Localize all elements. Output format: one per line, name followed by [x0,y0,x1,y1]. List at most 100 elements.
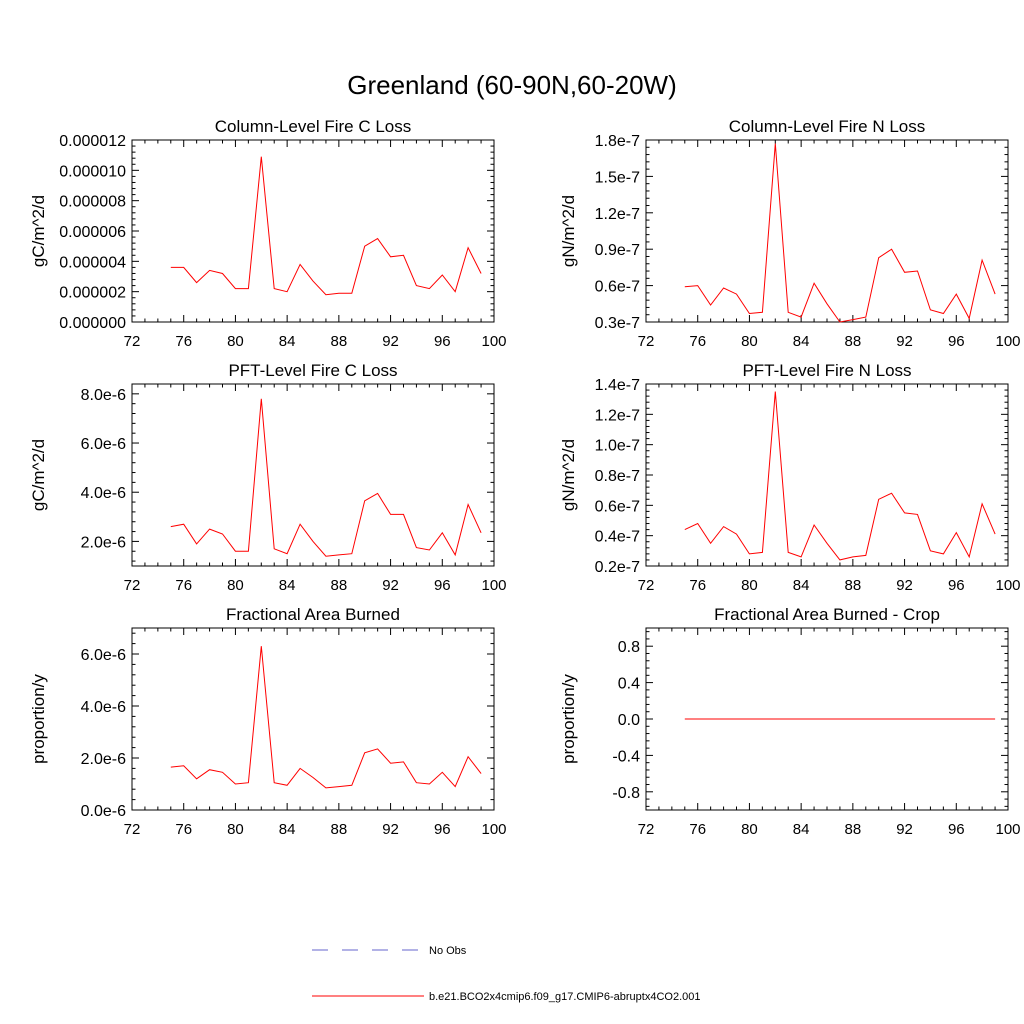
y-tick-label: 0.8e-7 [595,468,640,485]
x-tick-label: 100 [481,577,506,594]
y-tick-label: 1.2e-7 [595,407,640,424]
panel-title: Fractional Area Burned [226,605,400,624]
y-tick-label: -0.4 [612,748,640,765]
x-tick-label: 80 [227,333,244,350]
panel-column-fire-c-loss: Column-Level Fire C Loss 72 76 80 84 88 92 96 10… [29,117,507,350]
x-tick-label: 84 [793,577,810,594]
x-tick-label: 80 [227,577,244,594]
y-tick-label: 0.0e-6 [81,803,126,820]
plot-frame [131,383,495,567]
x-tick-label: 96 [948,821,965,838]
x-tick-label: 72 [124,821,141,838]
series-line [684,143,996,323]
x-tick-label: 72 [124,577,141,594]
x-tick-label: 88 [331,333,348,350]
panel-fractional-area-burned: Fractional Area Burned 72 76 80 84 88 92 96 100 0… [29,605,507,838]
panel-fractional-area-burned-crop: Fractional Area Burned - Crop 72 76 80 84 88 9… [559,605,1021,838]
y-tick-label: 0.000006 [59,224,126,241]
y-tick-label: 4.0e-6 [81,699,126,716]
y-tick-label: 2.0e-6 [81,751,126,768]
x-tick-label: 96 [434,333,451,350]
y-tick-label: 2.0e-6 [81,534,126,551]
y-tick-label: -0.8 [612,785,640,802]
plot-frame [645,383,1009,567]
y-tick-label: 0.000002 [59,285,126,302]
y-tick-label: 6.0e-6 [81,436,126,453]
y-tick-label: 0.2e-7 [595,559,640,576]
x-tick-label: 72 [638,821,655,838]
x-tick-label: 76 [689,577,706,594]
y-tick-label: 0.6e-7 [595,279,640,296]
panel-title: Fractional Area Burned - Crop [714,605,940,624]
x-tick-label: 100 [481,333,506,350]
legend: No Obs b.e21.BCO2x4cmip6.f09_g17.CMIP6-a… [312,945,701,1003]
y-axis-label: gC/m^2/d [29,439,48,511]
x-tick-label: 96 [948,577,965,594]
y-tick-label: 0.4e-7 [595,529,640,546]
series-line [170,398,482,557]
x-tick-label: 76 [175,577,192,594]
x-tick-label: 100 [995,333,1020,350]
legend-obs-label: No Obs [429,945,467,957]
x-tick-label: 80 [227,821,244,838]
x-tick-label: 92 [382,821,399,838]
x-tick-label: 80 [741,577,758,594]
x-tick-label: 88 [845,821,862,838]
y-tick-label: 0.000004 [59,254,126,271]
x-tick-label: 76 [175,821,192,838]
y-tick-label: 4.0e-6 [81,485,126,502]
x-tick-label: 84 [279,821,296,838]
y-tick-label: 0.9e-7 [595,242,640,259]
series-line [684,391,996,561]
panel-column-fire-n-loss: Column-Level Fire N Loss 72 76 80 84 88 92 96 10… [559,117,1021,350]
y-tick-label: 6.0e-6 [81,647,126,664]
x-tick-label: 72 [638,577,655,594]
x-tick-label: 88 [845,577,862,594]
y-tick-label: 0.3e-7 [595,315,640,332]
x-tick-label: 100 [481,821,506,838]
x-tick-label: 96 [948,333,965,350]
plot-frame [131,627,495,811]
y-tick-label: 1.0e-7 [595,438,640,455]
y-tick-label: 0.000012 [59,133,126,150]
y-tick-label: 1.5e-7 [595,169,640,186]
x-tick-label: 84 [279,333,296,350]
x-tick-label: 84 [793,333,810,350]
x-tick-label: 88 [331,821,348,838]
y-tick-label: 0.000000 [59,315,126,332]
y-tick-label: 1.2e-7 [595,206,640,223]
x-tick-label: 72 [124,333,141,350]
panel-title: PFT-Level Fire C Loss [228,361,397,380]
y-axis-label: gN/m^2/d [559,439,578,511]
plot-frame [645,139,1009,323]
x-tick-label: 100 [995,821,1020,838]
x-tick-label: 76 [689,333,706,350]
x-tick-label: 96 [434,577,451,594]
series-line [170,156,482,296]
y-tick-label: 1.4e-7 [595,377,640,394]
legend-model-label: b.e21.BCO2x4cmip6.f09_g17.CMIP6-abruptx4… [429,991,701,1003]
x-tick-label: 72 [638,333,655,350]
y-tick-label: 0.000010 [59,163,126,180]
y-tick-label: 0.000008 [59,194,126,211]
y-axis-label: proportion/y [559,674,578,764]
x-tick-label: 88 [845,333,862,350]
x-tick-label: 92 [896,821,913,838]
x-tick-label: 92 [896,333,913,350]
x-tick-label: 92 [382,577,399,594]
x-tick-label: 84 [793,821,810,838]
y-tick-label: 0.8 [618,639,640,656]
y-tick-label: 0.6e-7 [595,498,640,515]
panel-title: PFT-Level Fire N Loss [742,361,911,380]
panel-pft-fire-n-loss: PFT-Level Fire N Loss 72 76 80 84 88 92 96 100 0.… [559,361,1021,594]
series-line [170,646,482,789]
x-tick-label: 76 [689,821,706,838]
x-tick-label: 80 [741,821,758,838]
y-tick-label: 1.8e-7 [595,133,640,150]
panel-pft-fire-c-loss: PFT-Level Fire C Loss 72 76 80 84 88 92 96 100 2.… [29,361,507,594]
x-tick-label: 92 [382,333,399,350]
x-tick-label: 80 [741,333,758,350]
y-axis-label: gC/m^2/d [29,195,48,267]
y-axis-label: gN/m^2/d [559,195,578,267]
